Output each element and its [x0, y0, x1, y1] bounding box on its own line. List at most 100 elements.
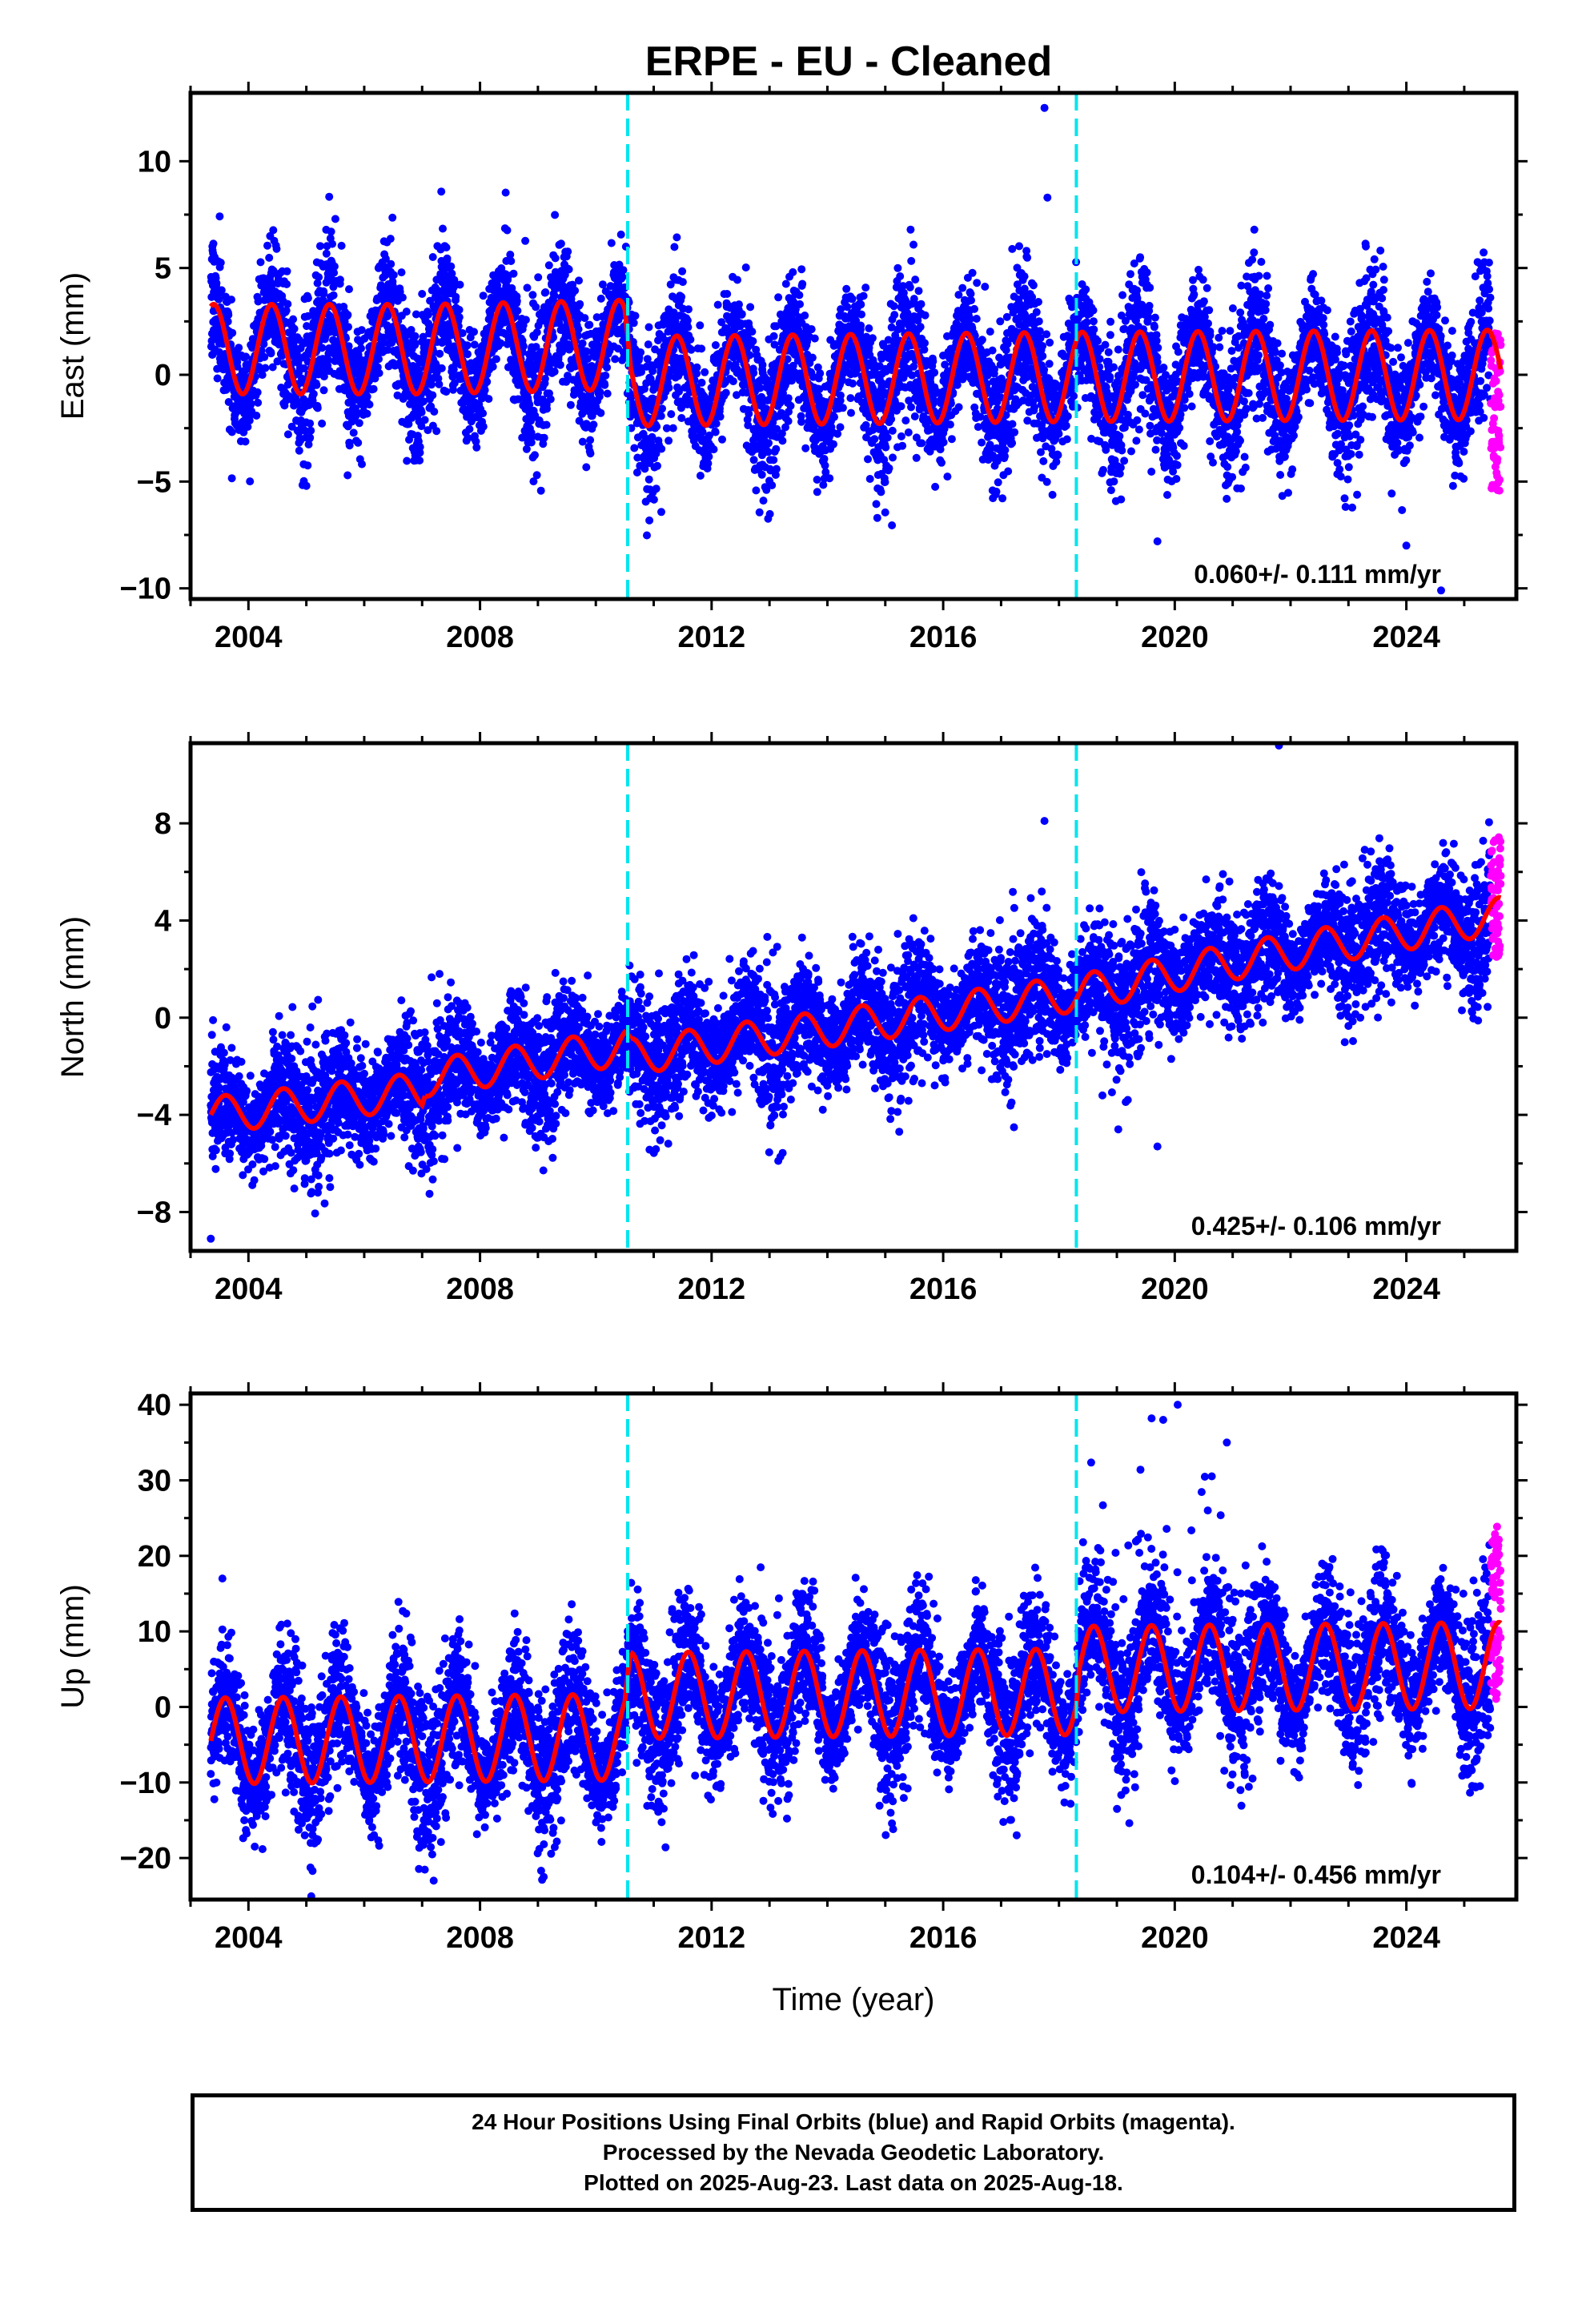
final-orbit-point — [363, 392, 371, 401]
final-orbit-point — [254, 297, 263, 306]
final-orbit-point — [857, 300, 865, 309]
final-orbit-point — [873, 513, 881, 522]
final-orbit-point — [836, 423, 845, 432]
final-orbit-point — [329, 283, 338, 292]
final-orbit-point — [261, 364, 270, 372]
final-orbit-point — [649, 495, 658, 504]
final-orbit-point — [931, 482, 940, 491]
final-orbit-point — [591, 352, 600, 361]
final-orbit-point — [246, 477, 255, 486]
final-orbit-point — [578, 437, 587, 446]
final-orbit-point — [890, 311, 899, 320]
final-orbit-point — [435, 380, 444, 388]
final-orbit-point — [512, 296, 521, 305]
final-orbit-point — [758, 360, 767, 369]
final-orbit-point — [648, 432, 656, 441]
final-orbit-point — [701, 368, 709, 376]
final-orbit-point — [521, 236, 530, 245]
final-orbit-point — [704, 459, 713, 468]
final-orbit-point — [596, 294, 605, 303]
final-orbit-point — [497, 264, 506, 272]
final-orbit-point — [418, 290, 427, 298]
final-orbit-point — [643, 355, 652, 364]
final-orbit-point — [509, 269, 518, 278]
final-orbit-point — [550, 292, 559, 300]
final-orbit-point — [328, 239, 336, 248]
final-orbit-point — [798, 279, 807, 288]
final-orbit-point — [657, 508, 665, 517]
final-orbit-point — [797, 417, 805, 426]
final-orbit-point — [496, 339, 505, 348]
final-orbit-point — [887, 415, 896, 424]
final-orbit-point — [349, 428, 358, 437]
final-orbit-point — [546, 395, 555, 404]
final-orbit-point — [308, 396, 317, 405]
final-orbit-point — [801, 312, 809, 320]
final-orbit-point — [929, 357, 938, 366]
final-orbit-point — [582, 463, 591, 472]
final-orbit-point — [315, 273, 323, 282]
final-orbit-point — [686, 336, 695, 344]
final-orbit-point — [644, 323, 653, 332]
final-orbit-point — [428, 253, 437, 261]
final-orbit-point — [598, 280, 607, 289]
final-orbit-point — [1040, 365, 1049, 374]
final-orbit-point — [665, 372, 674, 380]
final-orbit-point — [870, 435, 879, 444]
final-orbit-point — [365, 400, 374, 409]
final-orbit-point — [564, 247, 572, 256]
final-orbit-point — [718, 435, 726, 444]
final-orbit-point — [209, 239, 218, 248]
final-orbit-point — [228, 328, 237, 337]
final-orbit-point — [652, 485, 661, 493]
final-orbit-point — [669, 308, 678, 317]
final-orbit-point — [523, 283, 532, 292]
final-orbit-point — [268, 363, 277, 372]
final-orbit-point — [994, 478, 1002, 487]
final-orbit-point — [896, 272, 905, 280]
final-orbit-point — [757, 470, 766, 479]
final-orbit-point — [213, 374, 222, 383]
final-orbit-point — [417, 422, 426, 431]
final-orbit-point — [450, 379, 459, 388]
final-orbit-point — [1042, 330, 1051, 339]
final-orbit-point — [263, 241, 271, 250]
final-orbit-point — [324, 356, 333, 364]
final-orbit-point — [472, 443, 481, 452]
final-orbit-point — [865, 324, 873, 332]
final-orbit-point — [306, 433, 315, 442]
final-orbit-point — [930, 368, 939, 377]
final-orbit-point — [442, 243, 451, 251]
final-orbit-point — [407, 326, 416, 334]
final-orbit-point — [603, 363, 612, 372]
final-orbit-point — [437, 364, 446, 372]
final-orbit-point — [907, 256, 916, 265]
final-orbit-point — [303, 312, 312, 320]
final-orbit-point — [967, 296, 975, 304]
final-orbit-point — [888, 426, 897, 435]
final-orbit-point — [416, 443, 424, 452]
final-orbit-point — [329, 291, 338, 300]
final-orbit-point — [245, 416, 254, 425]
figure-title: ERPE - EU - Cleaned — [645, 38, 1053, 85]
final-orbit-point — [1039, 456, 1048, 465]
final-orbit-point — [464, 433, 472, 442]
final-orbit-point — [571, 286, 580, 295]
final-orbit-point — [711, 341, 720, 349]
final-orbit-point — [578, 339, 587, 348]
final-orbit-point — [224, 311, 233, 320]
final-orbit-point — [542, 420, 551, 429]
final-orbit-point — [1030, 403, 1038, 412]
final-orbit-point — [531, 451, 539, 460]
final-orbit-point — [968, 268, 977, 277]
final-orbit-point — [227, 296, 235, 304]
final-orbit-point — [813, 476, 821, 484]
final-orbit-point — [449, 365, 458, 374]
final-orbit-point — [947, 435, 956, 444]
final-orbit-point — [247, 400, 255, 408]
final-orbit-point — [981, 283, 990, 291]
final-orbit-point — [455, 305, 464, 314]
final-orbit-point — [801, 444, 810, 452]
final-orbit-point — [543, 404, 551, 413]
